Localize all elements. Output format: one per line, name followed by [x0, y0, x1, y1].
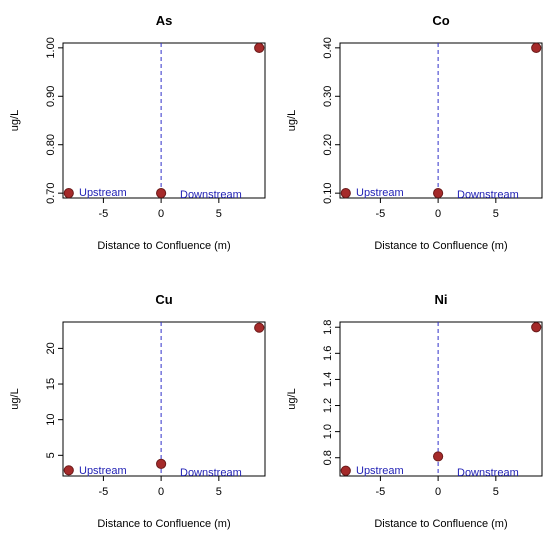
- y-tick-label: 0.10: [322, 182, 334, 203]
- x-tick-label: 0: [435, 486, 441, 498]
- data-point: [156, 188, 167, 199]
- x-tick-label: -5: [376, 486, 386, 498]
- y-axis-label: ug/L: [286, 388, 298, 409]
- data-point: [63, 188, 74, 199]
- chart-title: Co: [432, 13, 449, 28]
- y-tick-label: 1.6: [322, 346, 334, 361]
- y-axis-label: ug/L: [9, 110, 21, 131]
- upstream-label: Upstream: [356, 465, 404, 477]
- plot-frame: [62, 321, 266, 477]
- y-tick-label: 0.90: [45, 86, 57, 107]
- data-point: [433, 451, 444, 462]
- x-axis-label: Distance to Confluence (m): [374, 518, 507, 530]
- y-tick-label: 10: [45, 414, 57, 426]
- panel-co: Co -5 0 5 0.10 0.20 0.30 0.40 Distance to Conflu…: [286, 13, 543, 252]
- x-tick-label: 0: [158, 208, 164, 220]
- y-tick-label: 1.00: [45, 37, 57, 58]
- upstream-label: Upstream: [356, 187, 404, 199]
- x-tick-label: 5: [493, 486, 499, 498]
- upstream-label: Upstream: [79, 465, 127, 477]
- data-point: [156, 458, 167, 469]
- downstream-label: Downstream: [180, 189, 242, 201]
- data-point: [531, 42, 542, 53]
- x-tick-label: -5: [99, 208, 109, 220]
- chart-title: Ni: [435, 292, 448, 307]
- panel-cu: Cu -5 0 5 5 10 15 20 Distance to Confluence (m) u…: [9, 292, 266, 530]
- y-tick-label: 1.2: [322, 398, 334, 413]
- plot-frame: [339, 321, 543, 477]
- x-axis-label: Distance to Confluence (m): [97, 518, 230, 530]
- y-tick-label: 0.40: [322, 37, 334, 58]
- x-tick-label: 5: [493, 208, 499, 220]
- y-tick-label: 0.70: [45, 182, 57, 203]
- x-tick-label: 5: [216, 208, 222, 220]
- x-tick-label: 0: [158, 486, 164, 498]
- upstream-label: Upstream: [79, 187, 127, 199]
- x-tick-label: 0: [435, 208, 441, 220]
- y-axis-label: ug/L: [286, 110, 298, 131]
- data-point: [531, 322, 542, 333]
- data-point: [340, 465, 351, 476]
- data-point: [254, 322, 265, 333]
- data-point: [433, 188, 444, 199]
- data-point: [340, 188, 351, 199]
- panel-ni: Ni -5 0 5 0.8 1.0 1.2 1.4 1.6 1.8 Distance to Conf…: [286, 292, 543, 530]
- panel-as: As -5 0 5 0.70 0.80 0.90 1.00 Distance to Conflu…: [9, 13, 266, 252]
- chart-title: Cu: [155, 292, 172, 307]
- y-tick-label: 0.80: [45, 134, 57, 155]
- y-tick-label: 20: [45, 342, 57, 354]
- y-tick-label: 0.8: [322, 450, 334, 465]
- y-tick-label: 5: [45, 452, 57, 458]
- chart-title: As: [156, 13, 173, 28]
- downstream-label: Downstream: [180, 467, 242, 479]
- downstream-label: Downstream: [457, 467, 519, 479]
- plot-frame: [339, 42, 543, 199]
- plot-frame: [62, 42, 266, 199]
- downstream-label: Downstream: [457, 189, 519, 201]
- y-tick-label: 1.0: [322, 424, 334, 439]
- data-point: [254, 42, 265, 53]
- y-tick-label: 15: [45, 378, 57, 390]
- y-tick-label: 0.30: [322, 86, 334, 107]
- x-tick-label: 5: [216, 486, 222, 498]
- y-tick-label: 1.8: [322, 320, 334, 335]
- data-point: [63, 465, 74, 476]
- y-tick-label: 1.4: [322, 372, 334, 387]
- y-tick-label: 0.20: [322, 134, 334, 155]
- x-tick-label: -5: [99, 486, 109, 498]
- x-axis-label: Distance to Confluence (m): [97, 240, 230, 252]
- x-axis-label: Distance to Confluence (m): [374, 240, 507, 252]
- y-axis-label: ug/L: [9, 388, 21, 409]
- x-tick-label: -5: [376, 208, 386, 220]
